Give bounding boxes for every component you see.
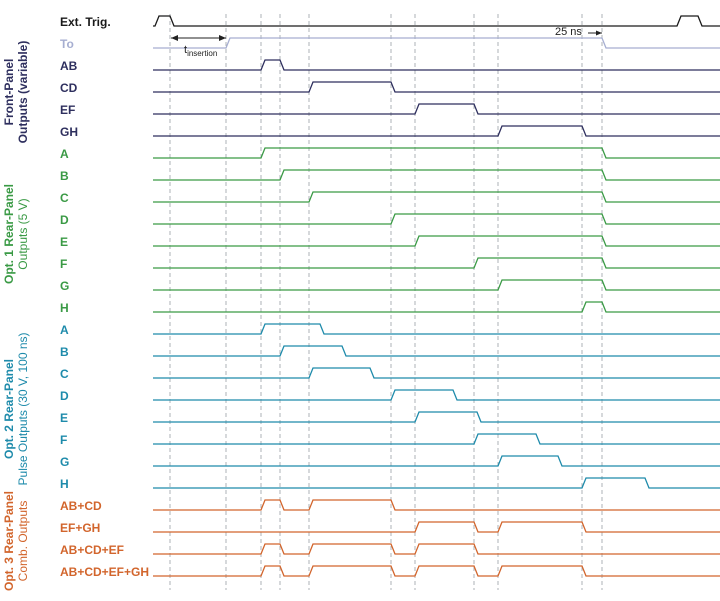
group-label-opt1-line2: Outputs (5 V): [16, 198, 30, 269]
signal-label-opt2-d: D: [60, 389, 69, 403]
signal-label-opt1-b: B: [60, 169, 69, 183]
t-insertion-arrowhead-left: [171, 35, 178, 41]
signal-label-opt1-a: A: [60, 147, 69, 161]
waveform-11: [153, 257, 720, 269]
signal-label-opt1-g: G: [60, 279, 69, 293]
signal-label-ext-trig: Ext. Trig.: [60, 15, 111, 29]
signal-label-opt2-g: G: [60, 455, 69, 469]
waveform-21: [153, 477, 720, 489]
waveform-1: [153, 37, 720, 49]
waveform-9: [153, 213, 720, 225]
waveform-3: [153, 81, 720, 93]
signal-label-opt2-e: E: [60, 411, 68, 425]
annotations: tinsertion 25 ns: [171, 26, 602, 58]
waveform-20: [153, 455, 720, 467]
signal-label-cd: CD: [60, 81, 78, 95]
waveform-14: [153, 323, 720, 335]
group-label-opt3-line2: Comb. Outputs: [16, 501, 30, 582]
timing-guides: [169, 14, 603, 590]
waveform-18: [153, 411, 720, 423]
signal-label-gh: GH: [60, 125, 78, 139]
waveform-24: [153, 543, 720, 555]
waveform-10: [153, 235, 720, 247]
signal-labels: Ext. Trig. To AB CD EF GH A B C D E F G …: [60, 15, 149, 579]
group-labels: Front-Panel Outputs (variable) Opt. 1 Re…: [2, 41, 30, 591]
signal-label-ef-gh: EF+GH: [60, 521, 100, 535]
t-insertion-main: t: [184, 44, 187, 56]
group-label-opt2-line1: Opt. 2 Rear-Panel: [2, 359, 16, 459]
waveform-0: [153, 15, 720, 27]
signal-label-ab-cd-ef-gh: AB+CD+EF+GH: [60, 565, 149, 579]
signal-label-opt1-d: D: [60, 213, 69, 227]
signal-label-ef: EF: [60, 103, 75, 117]
waveform-13: [153, 301, 720, 313]
signal-label-opt1-c: C: [60, 191, 69, 205]
waveform-12: [153, 279, 720, 291]
waveform-22: [153, 499, 720, 511]
ns25-arrowhead: [596, 30, 602, 36]
signal-label-to: To: [60, 37, 74, 51]
signal-label-opt2-c: C: [60, 367, 69, 381]
group-label-opt2-line2: Pulse Outputs (30 V, 100 ns): [16, 333, 30, 486]
waveform-8: [153, 191, 720, 203]
waveform-5: [153, 125, 720, 137]
signal-label-opt1-f: F: [60, 257, 67, 271]
signal-label-opt1-h: H: [60, 301, 69, 315]
group-label-opt3: Opt. 3 Rear-Panel Comb. Outputs: [2, 491, 30, 591]
signal-label-ab-cd: AB+CD: [60, 499, 102, 513]
waveform-7: [153, 169, 720, 181]
t-insertion-subscript: insertion: [187, 49, 217, 58]
group-label-opt1: Opt. 1 Rear-Panel Outputs (5 V): [2, 184, 30, 284]
waveforms: [153, 15, 720, 577]
waveform-6: [153, 147, 720, 159]
signal-label-opt2-h: H: [60, 477, 69, 491]
ns25-label: 25 ns: [555, 26, 582, 38]
group-label-opt3-line1: Opt. 3 Rear-Panel: [2, 491, 16, 591]
signal-label-opt2-f: F: [60, 433, 67, 447]
group-label-front-line2: Outputs (variable): [16, 41, 30, 144]
waveform-23: [153, 521, 720, 533]
waveform-15: [153, 345, 720, 357]
waveform-16: [153, 367, 720, 379]
group-label-opt1-line1: Opt. 1 Rear-Panel: [2, 184, 16, 284]
signal-label-ab: AB: [60, 59, 78, 73]
group-label-front-panel: Front-Panel Outputs (variable): [2, 41, 30, 144]
signal-label-ab-cd-ef: AB+CD+EF: [60, 543, 124, 557]
group-label-front-line1: Front-Panel: [2, 59, 16, 126]
t-insertion-arrowhead-right: [219, 35, 226, 41]
waveform-2: [153, 59, 720, 71]
waveform-4: [153, 103, 720, 115]
t-insertion-label: tinsertion: [184, 44, 217, 58]
waveform-19: [153, 433, 720, 445]
waveform-25: [153, 565, 720, 577]
waveform-17: [153, 389, 720, 401]
group-label-opt2: Opt. 2 Rear-Panel Pulse Outputs (30 V, 1…: [2, 333, 30, 486]
signal-label-opt2-a: A: [60, 323, 69, 337]
signal-label-opt1-e: E: [60, 235, 68, 249]
signal-label-opt2-b: B: [60, 345, 69, 359]
